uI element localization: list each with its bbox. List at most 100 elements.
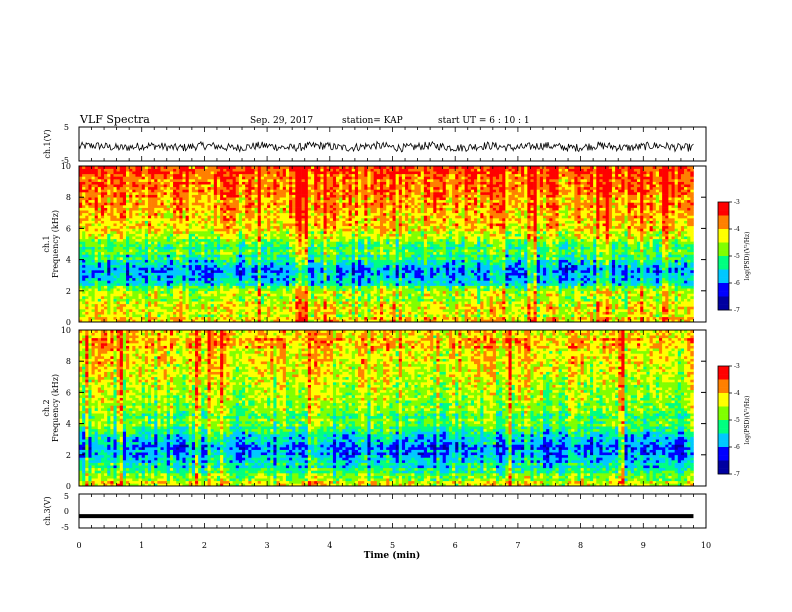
ch3-waveform-panel: 5 0 -5 ch.3(V) xyxy=(43,492,706,532)
colorbar-segment xyxy=(718,452,729,455)
colorbar-segment xyxy=(718,280,729,283)
colorbar-segment xyxy=(718,369,729,372)
colorbar-segment xyxy=(718,237,729,240)
spectrogram-ytick-label: 6 xyxy=(66,388,71,397)
ch1-waveform-panel: 5 -5 ch.1(V) xyxy=(43,123,706,165)
time-tick-label: 7 xyxy=(515,541,520,550)
time-tick-label: 6 xyxy=(453,541,458,550)
ch3-ytick-mid: 0 xyxy=(64,507,69,516)
time-tick-label: 1 xyxy=(139,541,144,550)
colorbar-segment xyxy=(718,374,729,377)
colorbar-segment xyxy=(718,417,729,420)
ch1-ytick-top: 5 xyxy=(64,123,69,132)
ch2-spectrogram-image xyxy=(79,330,694,486)
spectrogram-ytick-label: 8 xyxy=(66,357,71,366)
colorbar-segment xyxy=(718,380,729,383)
colorbar-segment xyxy=(718,447,729,450)
ch1-waveform-frame xyxy=(79,127,706,161)
colorbar-tick-label: -3 xyxy=(734,363,740,370)
colorbar-segment xyxy=(718,409,729,412)
ch1-label-line1: ch.1 xyxy=(42,235,51,252)
colorbar-segment xyxy=(718,248,729,251)
spectrogram-ytick-label: 10 xyxy=(61,162,71,171)
time-tick-label: 3 xyxy=(265,541,270,550)
time-tick-label: 9 xyxy=(641,541,646,550)
time-tick-label: 10 xyxy=(701,541,711,550)
colorbar-segment xyxy=(718,461,729,464)
time-tick-label: 5 xyxy=(390,541,395,550)
time-tick-label: 0 xyxy=(76,541,81,550)
colorbar-segment xyxy=(718,261,729,264)
time-tick-label: 4 xyxy=(327,541,332,550)
spectrogram-ytick-label: 0 xyxy=(66,482,71,491)
colorbar-segment xyxy=(718,294,729,297)
colorbar-segment xyxy=(718,458,729,461)
colorbar-segment xyxy=(718,245,729,248)
colorbar-tick-label: -3 xyxy=(734,199,740,206)
colorbar-segment xyxy=(718,401,729,404)
colorbar-segment xyxy=(718,278,729,281)
colorbar-segment xyxy=(718,221,729,224)
colorbar-segment xyxy=(718,415,729,418)
colorbar-segment xyxy=(718,243,729,246)
ch2-label-line1: ch.2 xyxy=(42,399,51,416)
time-tick-label: 8 xyxy=(578,541,583,550)
colorbar-tick-label: -6 xyxy=(734,444,740,451)
ch1-label-line2: Frequency (kHz) xyxy=(51,210,60,278)
colorbar-segment xyxy=(718,267,729,270)
colorbar-segment xyxy=(718,275,729,278)
colorbar-segment xyxy=(718,371,729,374)
colorbar-label: log(PSD)(V²/Hz) xyxy=(744,232,751,281)
colorbar-segment xyxy=(718,216,729,219)
colorbar-segment xyxy=(718,229,729,232)
colorbar-segment xyxy=(718,210,729,213)
colorbar-segment xyxy=(718,213,729,216)
colorbar-tick-label: -7 xyxy=(734,307,740,314)
colorbar-segment xyxy=(718,385,729,388)
spectrogram-ytick-label: 4 xyxy=(66,420,71,429)
colorbar-segment xyxy=(718,240,729,243)
colorbar-tick-label: -6 xyxy=(734,280,740,287)
colorbar-label: log(PSD)(V²/Hz) xyxy=(744,396,751,445)
colorbar-segment xyxy=(718,234,729,237)
colorbar-segment xyxy=(718,434,729,437)
ch3-ytick-top: 5 xyxy=(64,492,69,501)
colorbar-segment xyxy=(718,305,729,308)
colorbar-segment xyxy=(718,286,729,289)
colorbar-segment xyxy=(718,420,729,423)
colorbar-segment xyxy=(718,366,729,369)
ch3-ytick-bottom: -5 xyxy=(61,523,69,532)
spectrogram-ytick-label: 8 xyxy=(66,193,71,202)
ch2-spectrogram-panel: 0 2 4 6 8 10 ch.2 Frequency (kHz) -3 -4 -5 -6 -7 l… xyxy=(42,326,751,491)
colorbar-segment xyxy=(718,455,729,458)
colorbar-segment xyxy=(718,425,729,428)
colorbar-segment xyxy=(718,388,729,391)
colorbar-segment xyxy=(718,207,729,210)
colorbar-segment xyxy=(718,202,729,205)
ch1-spectrogram-ylabel-channel: ch.1 xyxy=(42,235,51,252)
date-label: Sep. 29, 2017 xyxy=(250,116,313,126)
colorbar-segment xyxy=(718,423,729,426)
spectrogram-ytick-label: 10 xyxy=(61,326,71,335)
ch2-label-line2: Frequency (kHz) xyxy=(51,374,60,442)
spectrogram-ytick-label: 4 xyxy=(66,256,71,265)
colorbar-tick-label: -4 xyxy=(734,226,740,233)
colorbar-segment xyxy=(718,283,729,286)
colorbar-segment xyxy=(718,264,729,267)
colorbar-segment xyxy=(718,428,729,431)
spectrogram-ytick-label: 6 xyxy=(66,224,71,233)
colorbar-tick-label: -5 xyxy=(734,417,740,424)
colorbar-segment xyxy=(718,442,729,445)
spectrogram-ytick-label: 2 xyxy=(66,451,71,460)
colorbar-segment xyxy=(718,436,729,439)
colorbar-segment xyxy=(718,218,729,221)
colorbar-tick-label: -4 xyxy=(734,390,740,397)
colorbar-segment xyxy=(718,299,729,302)
colorbar-segment xyxy=(718,297,729,300)
colorbar-segment xyxy=(718,256,729,259)
colorbar-segment xyxy=(718,288,729,291)
colorbar-segment xyxy=(718,412,729,415)
colorbar-tick-label: -7 xyxy=(734,471,740,478)
ch1-waveform-line xyxy=(79,142,694,152)
